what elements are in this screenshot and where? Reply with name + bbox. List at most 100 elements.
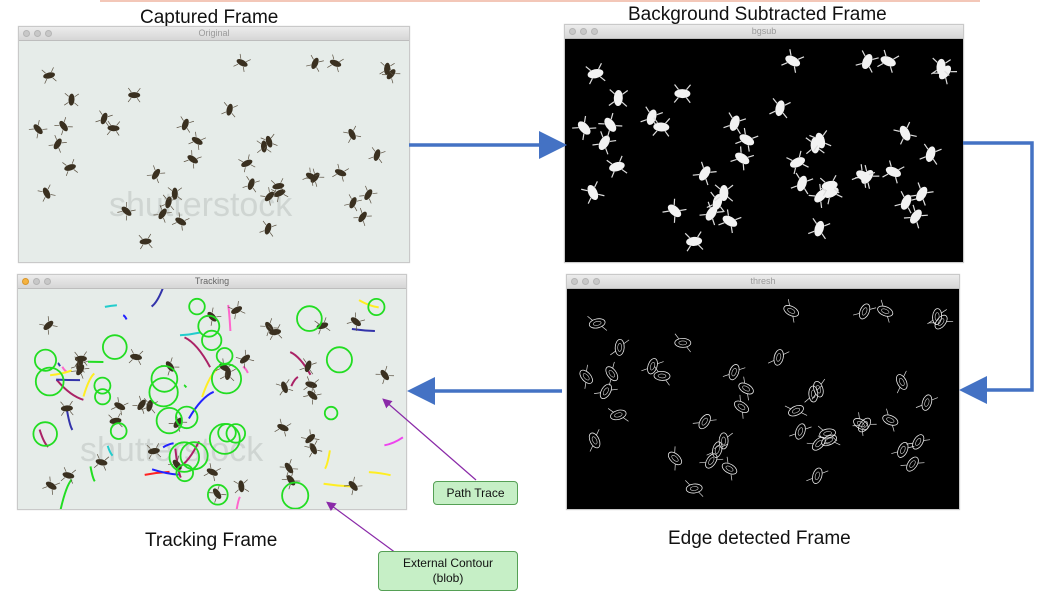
insect [692, 414, 717, 430]
insect [275, 379, 294, 396]
frame-bgsub-image [565, 39, 963, 262]
frame-thresh-image [567, 289, 959, 509]
insect [146, 165, 166, 184]
insect [242, 176, 260, 193]
insect [804, 385, 823, 403]
close-button[interactable] [22, 278, 29, 285]
titlebar-original[interactable]: Original [19, 27, 409, 41]
close-button[interactable] [569, 28, 576, 35]
insect [343, 125, 362, 144]
window-title: Original [198, 28, 230, 38]
insect [692, 161, 717, 186]
insect [60, 400, 74, 416]
close-button[interactable] [23, 30, 30, 37]
zoom-button[interactable] [45, 30, 52, 37]
insect [685, 480, 704, 497]
insect [919, 143, 942, 165]
callout-path-trace-label: Path Trace [446, 486, 505, 500]
path-trace [55, 379, 84, 401]
insect [767, 349, 790, 366]
insect [267, 324, 283, 341]
insect [306, 54, 324, 72]
contour-circles [32, 297, 386, 509]
insect [723, 112, 747, 135]
insect [738, 376, 754, 401]
insect [699, 201, 724, 226]
window-thresh: thresh [566, 274, 960, 510]
insect [735, 127, 759, 152]
top-divider-line [100, 0, 980, 2]
insect [304, 440, 323, 458]
insect [138, 233, 153, 250]
close-button[interactable] [571, 278, 578, 285]
insect [652, 117, 671, 137]
contour-circle [325, 346, 353, 374]
insect [808, 217, 831, 240]
insect [811, 378, 826, 400]
contour-circle [168, 441, 201, 473]
zoom-button[interactable] [44, 278, 51, 285]
contour-circle [33, 348, 58, 372]
insect [260, 133, 278, 150]
insect [572, 115, 597, 141]
insect [183, 150, 202, 169]
insect [146, 443, 162, 460]
window-bgsub: bgsub [564, 24, 964, 263]
insect [300, 429, 320, 448]
zoom-button[interactable] [593, 278, 600, 285]
callout-external-contour: External Contour (blob) [378, 551, 518, 591]
insect [314, 317, 331, 335]
insect [608, 89, 629, 107]
caption-captured-frame: Captured Frame [140, 7, 279, 28]
minimize-button[interactable] [33, 278, 40, 285]
path-trace [144, 470, 170, 476]
path-trace [242, 365, 249, 374]
insect [279, 458, 299, 478]
caption-edge-detected-frame: Edge detected Frame [668, 528, 851, 549]
insect [714, 432, 733, 450]
insect-group [28, 53, 401, 250]
insect [817, 425, 838, 442]
contour-circle [155, 407, 183, 435]
minimize-button[interactable] [582, 278, 589, 285]
insect [64, 92, 79, 107]
insect [877, 299, 894, 323]
titlebar-thresh[interactable]: thresh [567, 275, 959, 289]
contour-circle [102, 334, 128, 360]
insect [718, 209, 742, 234]
insect [95, 110, 113, 127]
path-trace [384, 436, 404, 447]
path-trace [235, 496, 241, 509]
contour-circle [109, 422, 128, 440]
path-trace [89, 466, 96, 482]
insect [41, 67, 57, 84]
minimize-button[interactable] [34, 30, 41, 37]
contour-circle [94, 388, 112, 406]
insect [302, 167, 321, 186]
insect [594, 383, 618, 400]
insect [238, 154, 256, 173]
path-trace [122, 314, 128, 320]
insect [909, 182, 934, 206]
insect [855, 50, 879, 73]
insect [781, 49, 805, 73]
insect [789, 423, 812, 440]
insect [730, 146, 755, 171]
insect [900, 456, 925, 472]
insect [28, 119, 48, 139]
path-trace [289, 351, 312, 376]
titlebar-bgsub[interactable]: bgsub [565, 25, 963, 39]
insect [379, 61, 395, 76]
contour-circle [367, 297, 386, 317]
titlebar-tracking[interactable]: Tracking [18, 275, 406, 289]
insect [906, 434, 931, 450]
insect [42, 476, 61, 495]
insect [640, 106, 664, 129]
minimize-button[interactable] [580, 28, 587, 35]
insect [368, 147, 386, 164]
contour-circle [201, 329, 223, 352]
insect [353, 207, 372, 226]
insect [233, 479, 250, 494]
zoom-button[interactable] [591, 28, 598, 35]
